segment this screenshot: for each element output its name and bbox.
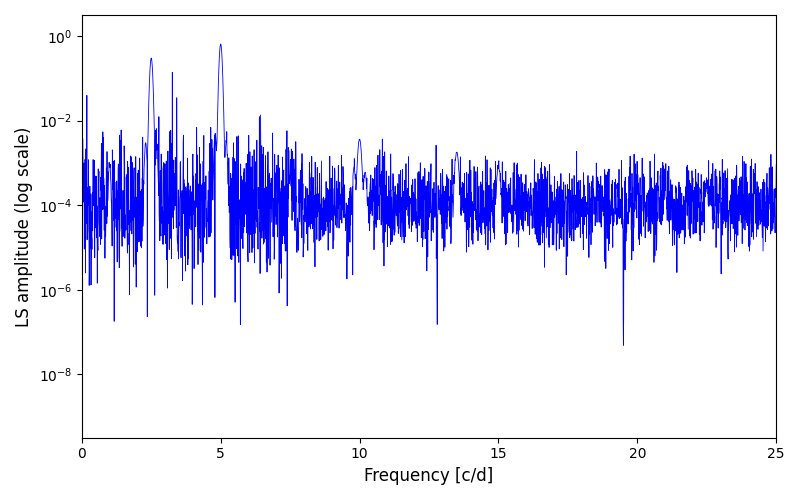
X-axis label: Frequency [c/d]: Frequency [c/d] (364, 467, 494, 485)
Y-axis label: LS amplitude (log scale): LS amplitude (log scale) (15, 126, 33, 326)
